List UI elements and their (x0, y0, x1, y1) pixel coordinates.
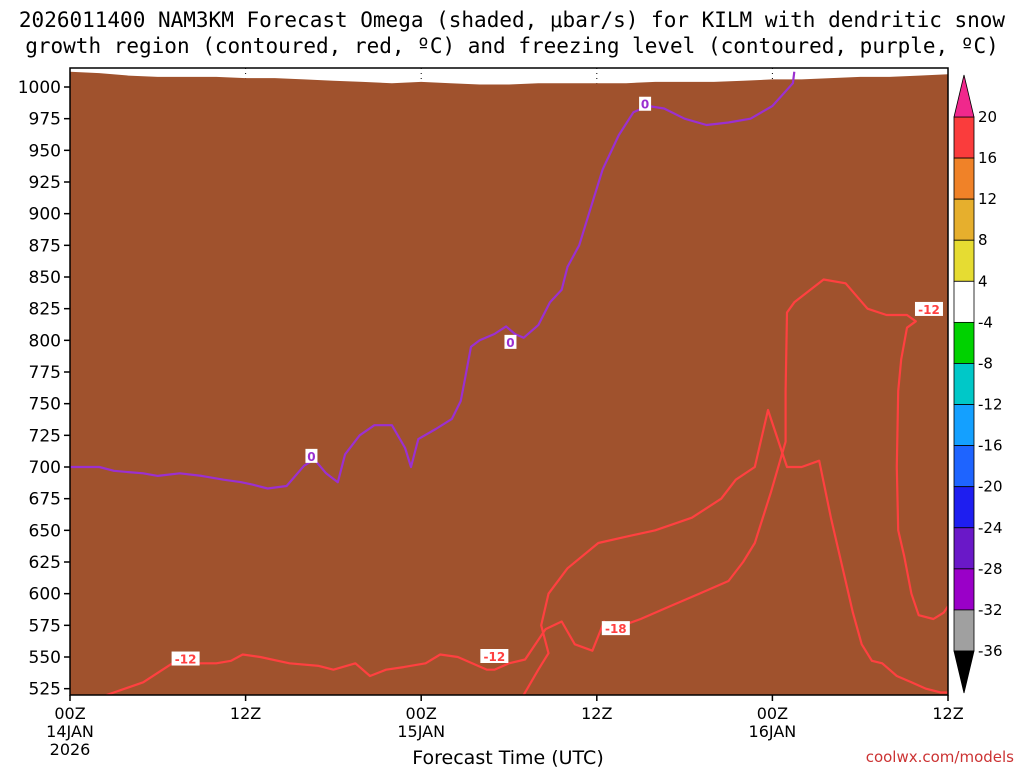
freezing-label-1-bg (504, 334, 517, 349)
colorbar-bin-12-to-16 (953, 157, 975, 200)
dgz-line-minus-12-lower (522, 408, 948, 695)
colorbar-label--12: -12 (978, 396, 1003, 414)
colorbar-label--24: -24 (978, 519, 1003, 537)
y-tick-label-875: 875 (29, 236, 61, 256)
chart-title-line1: 2026011400 NAM3KM Forecast Omega (shaded… (19, 8, 1006, 32)
x-tick-date-4: 16JAN (749, 722, 797, 741)
dgz-label-1-bg (480, 649, 509, 663)
x-tick-date-2: 15JAN (397, 722, 445, 741)
freezing-label-0: 0 (307, 450, 315, 464)
colorbar-bin--20-to--16 (953, 445, 975, 488)
dgz-label-3-bg (914, 301, 943, 316)
y-tick-label-975: 975 (29, 110, 61, 130)
colorbar-bin--4-to-4 (953, 280, 975, 323)
colorbar-bin-8-to-12 (953, 198, 975, 241)
freezing-label-0-bg (305, 448, 318, 463)
x-tick-label-0: 00Z (54, 704, 85, 723)
freezing-label-2: 0 (641, 98, 649, 112)
y-tick-label-925: 925 (29, 173, 61, 193)
y-tick-label-900: 900 (29, 205, 61, 225)
y-tick-label-575: 575 (29, 616, 61, 636)
x-tick-label-2: 00Z (406, 704, 437, 723)
colorbar-bin--16-to--12 (953, 404, 975, 447)
freezing-label-2-bg (639, 96, 652, 111)
x-tick-label-3: 12Z (581, 704, 612, 723)
y-tick-label-800: 800 (29, 331, 61, 351)
plot-border (69, 67, 949, 696)
terrain-fill (70, 71, 948, 695)
colorbar-top-arrow (953, 74, 975, 118)
dgz-label-3: -12 (918, 303, 940, 317)
y-tick-label-825: 825 (29, 300, 61, 320)
colorbar: 20 16 12 8 4 -4 -8 -12 -16 -20 -24 -28 -32 -36 (953, 74, 1003, 694)
colorbar-bin--12-to--8 (953, 363, 975, 405)
colorbar-label-20: 20 (978, 108, 997, 126)
colorbar-label--8: -8 (978, 354, 993, 372)
colorbar-label--16: -16 (978, 437, 1003, 455)
y-tick-label-625: 625 (29, 553, 61, 573)
y-tick-label-650: 650 (29, 521, 61, 541)
colorbar-bin--32-to--28 (953, 568, 975, 611)
y-tick-label-950: 950 (29, 141, 61, 161)
dgz-label-2-bg (601, 621, 630, 636)
dgz-label-0-bg (171, 651, 200, 666)
colorbar-bin--8-to--4 (953, 321, 975, 364)
colorbar-label-8: 8 (978, 231, 988, 249)
colorbar-bin-4-to-8 (953, 239, 975, 282)
colorbar-label-4: 4 (978, 272, 988, 290)
x-tick-year-0: 2026 (50, 740, 91, 759)
colorbar-label--28: -28 (978, 560, 1003, 578)
y-tick-label-850: 850 (29, 268, 61, 288)
colorbar-bottom-arrow (953, 650, 975, 694)
terrain (70, 71, 948, 695)
credit-text: coolwx.com/models (866, 748, 1014, 766)
colorbar-bin--36-to--32 (953, 609, 975, 652)
y-tick-label-600: 600 (29, 585, 61, 605)
colorbar-label--36: -36 (978, 642, 1003, 660)
chart-title-line2: growth region (contoured, red, ºC) and f… (25, 34, 999, 58)
y-tick-label-700: 700 (29, 458, 61, 478)
colorbar-label--20: -20 (978, 478, 1003, 496)
x-tick-label-1: 12Z (230, 704, 261, 723)
plot-frame (69, 67, 949, 696)
y-tick-label-525: 525 (29, 680, 61, 700)
y-tick-label-550: 550 (29, 648, 61, 668)
dgz-label-0: -12 (175, 653, 197, 667)
colorbar-bin--28-to--24 (953, 527, 975, 570)
colorbar-label-12: 12 (978, 190, 997, 208)
x-tick-label-5: 12Z (932, 704, 963, 723)
dgz-label-1: -12 (484, 650, 506, 664)
colorbar-label--32: -32 (978, 601, 1003, 619)
y-tick-label-1000: 1000 (18, 78, 61, 98)
y-axis-ticks: 525 550 575 600 625 650 675 700 725 750 775 800 825 8… (18, 78, 70, 700)
colorbar-bin-16-to-20 (953, 116, 975, 159)
x-tick-date-0: 14JAN (46, 722, 94, 741)
colorbar-label--4: -4 (978, 313, 993, 331)
x-tick-label-4: 00Z (757, 704, 788, 723)
freezing-label-1: 0 (506, 336, 514, 350)
colorbar-label-16: 16 (978, 149, 997, 167)
y-tick-label-775: 775 (29, 363, 61, 383)
contour-labels: -12 -12 -18 -12 0 0 0 (171, 96, 943, 667)
dgz-label-2: -18 (605, 622, 627, 636)
x-axis-label: Forecast Time (UTC) (412, 747, 603, 768)
y-tick-label-750: 750 (29, 395, 61, 415)
y-tick-label-725: 725 (29, 426, 61, 446)
y-tick-label-675: 675 (29, 490, 61, 510)
colorbar-bin--24-to--20 (953, 486, 975, 529)
